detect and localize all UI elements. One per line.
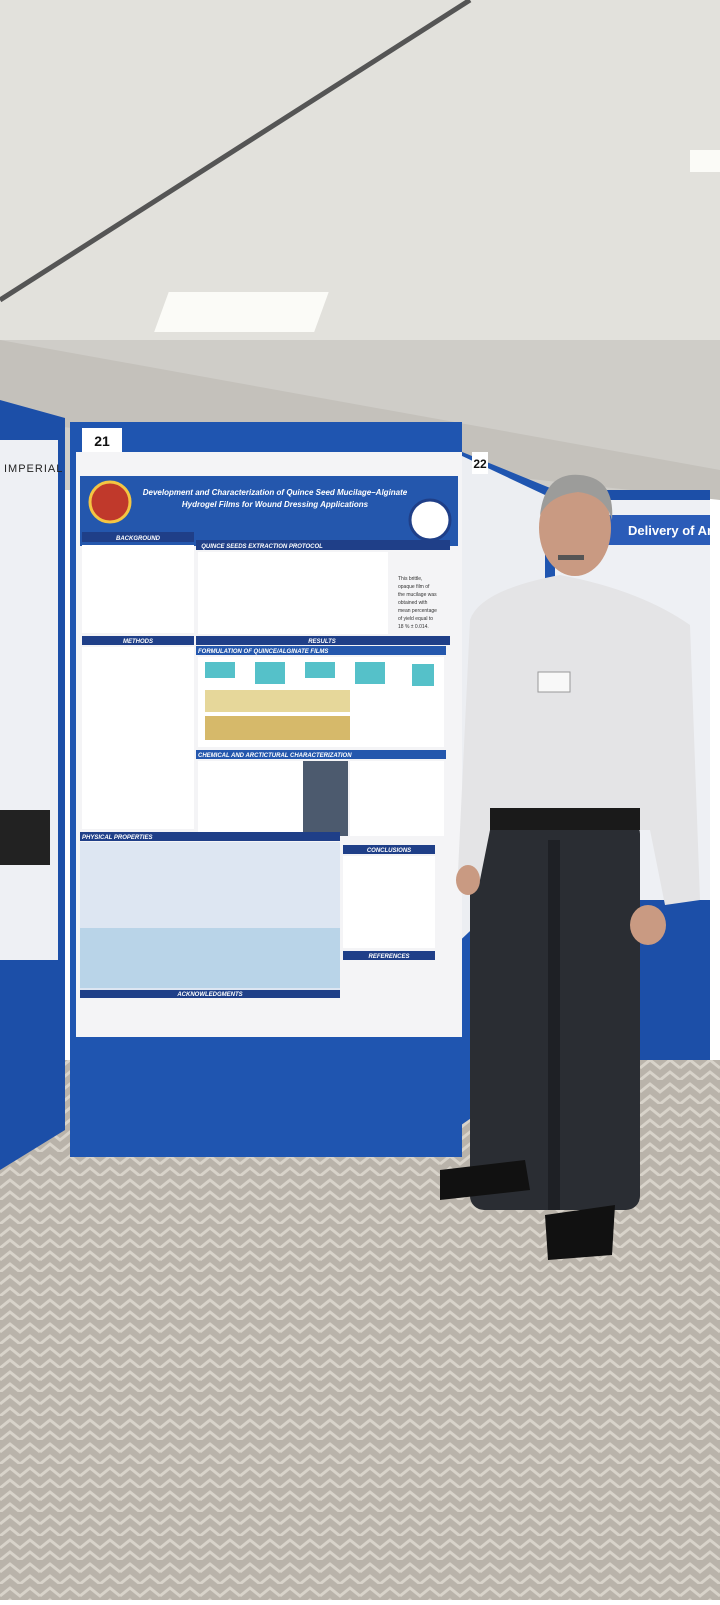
poster-title: Delivery of Anti-F <box>628 523 720 538</box>
board-number-tag <box>82 428 122 452</box>
section-title: RESULTS <box>308 639 336 645</box>
shoe <box>545 1205 615 1260</box>
section-title: ACKNOWLEDGMENTS <box>176 992 242 998</box>
section-title: BACKGROUND <box>116 536 161 542</box>
logo <box>408 498 452 542</box>
shoe <box>440 1160 530 1200</box>
text-line: of yield equal to <box>398 616 433 622</box>
section-title: PHYSICAL PROPERTIES <box>82 835 152 841</box>
light-panel <box>690 150 720 172</box>
logo <box>88 480 132 524</box>
section-bar <box>80 990 340 998</box>
person <box>440 474 700 1260</box>
flow-box <box>355 662 385 684</box>
moustache <box>558 555 584 560</box>
text-block <box>82 545 194 633</box>
section-bar <box>343 951 435 960</box>
hair <box>540 474 613 520</box>
section-bar <box>196 636 450 645</box>
face <box>539 480 611 576</box>
section-bar <box>343 845 435 854</box>
section-bar <box>196 540 450 550</box>
text-line: 18 % ± 0.014. <box>398 624 429 630</box>
section-title: CHEMICAL AND ARCTICTURAL CHARACTERIZATIO… <box>198 753 352 759</box>
belt <box>490 808 640 830</box>
text-line: the mucilage was <box>398 592 437 598</box>
section-bar <box>82 532 194 542</box>
text-line: obtained with <box>398 600 428 606</box>
text-line: opaque film of <box>398 584 430 590</box>
poster <box>0 440 58 960</box>
board-number: 22 <box>473 457 487 471</box>
flow-box <box>412 664 434 686</box>
board-number-tag <box>472 452 488 474</box>
light-panel <box>154 292 329 332</box>
text-line: mean percentage <box>398 608 437 614</box>
figure-panel <box>80 928 340 988</box>
section-bar <box>196 750 446 759</box>
yield-text: This brittle, opaque film of the mucilag… <box>398 576 437 630</box>
text-block <box>82 647 194 829</box>
photo-strip <box>205 716 350 740</box>
section-title: METHODS <box>123 639 153 645</box>
poster-header: IMPERIAL <box>4 463 63 475</box>
hand <box>630 905 666 945</box>
section-bar <box>196 646 446 655</box>
wall-shade <box>0 340 720 500</box>
section-title: CONCLUSIONS <box>367 848 411 854</box>
section-title: FORMULATION OF QUINCE/ALGINATE FILMS <box>198 649 328 655</box>
poster-title: Hydrogel Films for Wound Dressing Applic… <box>182 500 369 509</box>
section-bar <box>82 636 194 645</box>
section-bar <box>80 832 340 841</box>
ceiling <box>0 0 720 360</box>
section-title: QUINCE SEEDS EXTRACTION PROTOCOL <box>201 544 323 550</box>
text-block <box>343 856 435 948</box>
flow-box <box>255 662 285 684</box>
trouser-gap <box>548 840 560 1210</box>
board-number: 21 <box>94 433 110 449</box>
figure <box>0 810 50 865</box>
text-line: This brittle, <box>398 576 422 582</box>
poster-title: Development and Characterization of Quin… <box>143 488 408 497</box>
photo-strip <box>205 690 350 712</box>
flow-box <box>305 662 335 678</box>
figure <box>198 552 388 634</box>
figure <box>198 761 303 836</box>
ceiling-beam <box>0 0 472 303</box>
hand <box>456 865 480 895</box>
sem-image <box>303 761 348 836</box>
section-title: REFERENCES <box>368 954 409 960</box>
flow-box <box>205 662 235 678</box>
text-block <box>350 761 444 836</box>
name-badge <box>537 671 571 693</box>
